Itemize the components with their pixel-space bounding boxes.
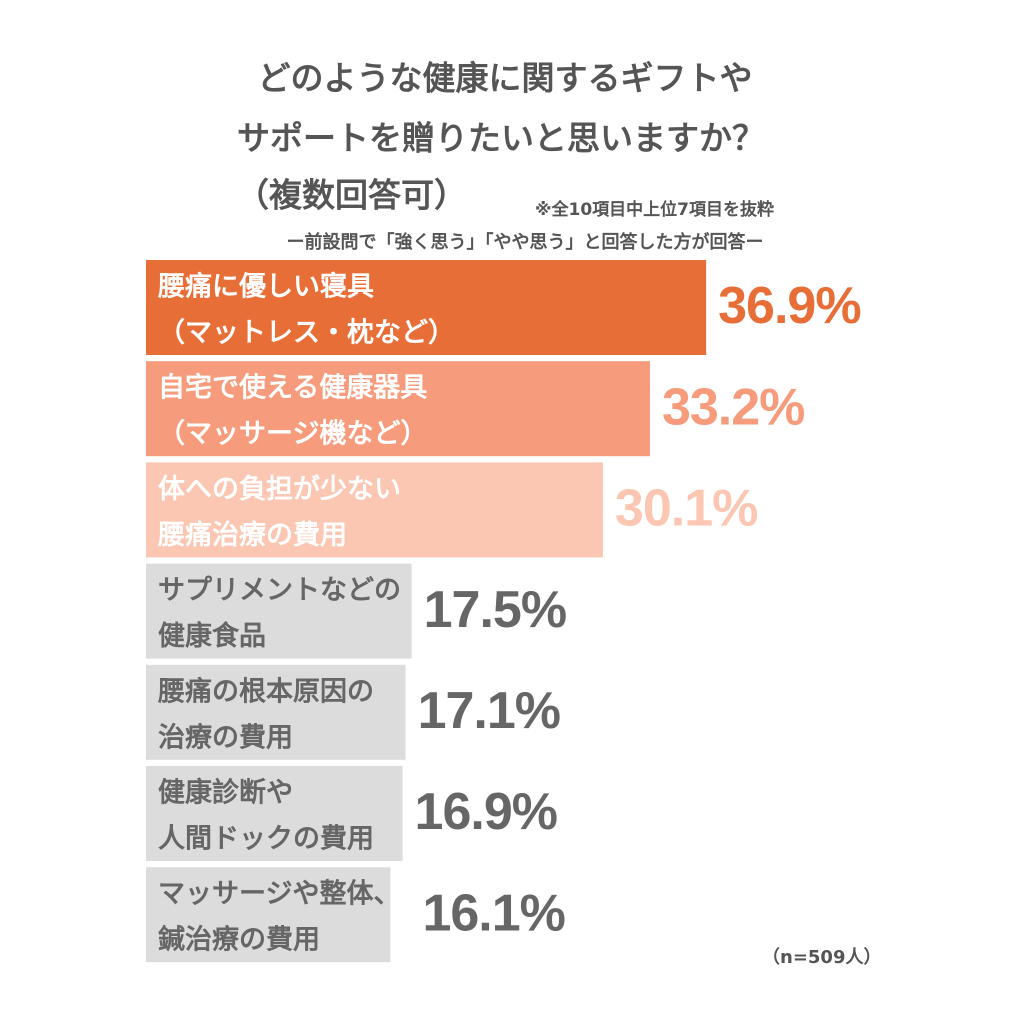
value-label: 36.9% [718,277,860,335]
category-label: 人間ドックの費用 [158,824,374,855]
category-label: マッサージや整体、 [158,879,400,910]
note: ※全10項目中上位7項目を抜粋 [535,199,774,220]
bar [146,462,603,558]
bar [146,766,403,861]
bar [146,260,707,355]
title-line: （複数回答可） [236,176,467,215]
category-label: 治療の費用 [158,722,293,753]
category-label: 体への負担が少ない [158,473,401,505]
bar [146,867,391,963]
category-label: 腰痛に優しい寝具 [157,271,374,303]
bar [146,563,412,659]
title-line: どのような健康に関するギフトや [258,59,753,98]
category-label: 健康食品 [158,620,266,652]
subtitle: ー前設問で「強く思う」「やや思う」と回答した方が回答ー [287,231,764,253]
value-label: 17.5% [424,581,566,639]
value-label: 33.2% [662,378,804,436]
category-label: 自宅で使える健康器具 [158,372,427,404]
value-label: 16.9% [415,783,557,841]
category-label: 腰痛の根本原因の [157,675,374,707]
footnote: （n=509人） [762,947,881,968]
bar [146,664,406,760]
category-label: サプリメントなどの [158,575,401,606]
value-label: 17.1% [418,682,560,740]
category-label: （マッサージ機など） [158,419,427,450]
category-label: 腰痛治療の費用 [157,519,347,551]
value-label: 30.1% [615,480,757,538]
category-label: 健康診断や [158,777,293,809]
bar [146,361,650,457]
category-label: （マットレス・枕など） [158,318,455,349]
value-label: 16.1% [422,884,564,942]
category-label: 鍼治療の費用 [158,925,320,956]
title-line: サポートを贈りたいと思いますか？ [237,119,765,158]
